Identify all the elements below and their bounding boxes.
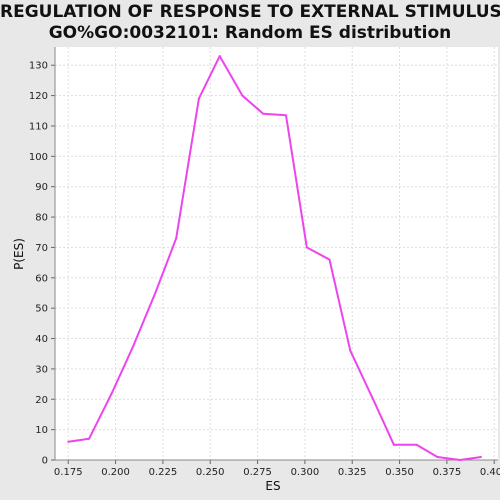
y-axis-label: P(ES) [12, 238, 26, 270]
x-tick-label: 0.250 [196, 467, 225, 478]
data-point [284, 114, 287, 117]
x-tick-label: 0.275 [243, 467, 272, 478]
data-point [479, 455, 482, 458]
data-point [88, 437, 91, 440]
data-point [349, 349, 352, 352]
x-tick-label: 0.350 [385, 467, 414, 478]
y-tick-label: 0 [42, 456, 48, 467]
series-line [68, 55, 482, 461]
plot-area [55, 47, 498, 460]
x-tick-label: 0.375 [433, 467, 462, 478]
data-point [67, 440, 70, 443]
data-point [372, 398, 375, 401]
x-tick-label: 0.400 [480, 467, 500, 478]
data-point [415, 443, 418, 446]
y-tick-label: 60 [35, 273, 48, 284]
data-point [459, 459, 462, 461]
y-tick-label: 100 [29, 152, 48, 163]
x-tick-label: 0.200 [101, 467, 130, 478]
data-point [328, 258, 331, 261]
tick-labels: 0 10 20 30 40 50 60 70 80 90 100 110 120 130 0.175 0.20… [29, 61, 500, 478]
y-tick-label: 50 [35, 304, 48, 315]
data-point [197, 97, 200, 100]
x-tick-label: 0.175 [54, 467, 83, 478]
data-point [241, 94, 244, 97]
y-tick-label: 80 [35, 213, 48, 224]
chart-title: REGULATION OF RESPONSE TO EXTERNAL STIMU… [0, 2, 500, 22]
data-point [110, 392, 113, 395]
x-tick-label: 0.225 [149, 467, 178, 478]
data-point [175, 237, 178, 240]
grid [55, 47, 498, 461]
axes [51, 47, 498, 464]
data-point [436, 455, 439, 458]
y-tick-label: 40 [35, 334, 48, 345]
data-point [262, 112, 265, 115]
y-tick-label: 110 [29, 121, 48, 132]
y-tick-label: 120 [29, 91, 48, 102]
y-tick-label: 130 [29, 61, 48, 72]
chart-subtitle: GO%GO:0032101: Random ES distribution [48, 23, 452, 43]
y-tick-label: 70 [35, 243, 48, 254]
data-point [131, 346, 134, 349]
y-tick-label: 30 [35, 364, 48, 375]
data-point [392, 443, 395, 446]
data-point [154, 291, 157, 294]
series [67, 55, 482, 461]
data-point [305, 246, 308, 249]
x-tick-label: 0.300 [291, 467, 320, 478]
x-axis-label: ES [265, 479, 280, 493]
y-tick-label: 90 [35, 182, 48, 193]
y-tick-label: 10 [35, 425, 48, 436]
x-tick-label: 0.325 [338, 467, 367, 478]
y-tick-label: 20 [35, 395, 48, 406]
data-point [218, 55, 221, 58]
